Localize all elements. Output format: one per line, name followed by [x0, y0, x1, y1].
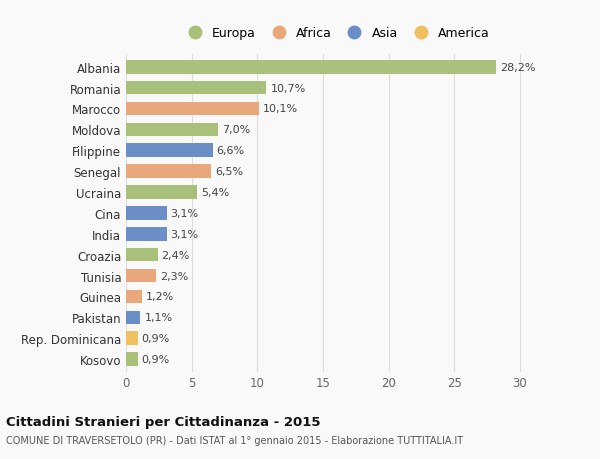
- Bar: [126, 332, 138, 345]
- Legend: Europa, Africa, Asia, America: Europa, Africa, Asia, America: [178, 23, 494, 44]
- Text: 6,6%: 6,6%: [217, 146, 245, 156]
- Text: 2,3%: 2,3%: [160, 271, 188, 281]
- Text: 1,1%: 1,1%: [145, 313, 173, 323]
- Text: 3,1%: 3,1%: [170, 208, 199, 218]
- Bar: [126, 311, 140, 325]
- Bar: [126, 228, 167, 241]
- Bar: [126, 269, 156, 283]
- Text: 7,0%: 7,0%: [222, 125, 250, 135]
- Text: 1,2%: 1,2%: [146, 292, 174, 302]
- Bar: [126, 82, 266, 95]
- Text: Cittadini Stranieri per Cittadinanza - 2015: Cittadini Stranieri per Cittadinanza - 2…: [6, 415, 320, 428]
- Bar: [126, 353, 138, 366]
- Bar: [126, 290, 142, 303]
- Text: 28,2%: 28,2%: [500, 62, 536, 73]
- Text: 0,9%: 0,9%: [142, 354, 170, 364]
- Text: 3,1%: 3,1%: [170, 230, 199, 239]
- Bar: [126, 61, 496, 74]
- Text: COMUNE DI TRAVERSETOLO (PR) - Dati ISTAT al 1° gennaio 2015 - Elaborazione TUTTI: COMUNE DI TRAVERSETOLO (PR) - Dati ISTAT…: [6, 435, 463, 445]
- Bar: [126, 165, 211, 179]
- Bar: [126, 102, 259, 116]
- Bar: [126, 123, 218, 137]
- Text: 10,7%: 10,7%: [271, 84, 305, 94]
- Bar: [126, 144, 212, 158]
- Text: 6,5%: 6,5%: [215, 167, 244, 177]
- Text: 2,4%: 2,4%: [161, 250, 190, 260]
- Text: 10,1%: 10,1%: [263, 104, 298, 114]
- Bar: [126, 186, 197, 199]
- Text: 0,9%: 0,9%: [142, 333, 170, 343]
- Bar: [126, 248, 157, 262]
- Text: 5,4%: 5,4%: [201, 188, 229, 197]
- Bar: [126, 207, 167, 220]
